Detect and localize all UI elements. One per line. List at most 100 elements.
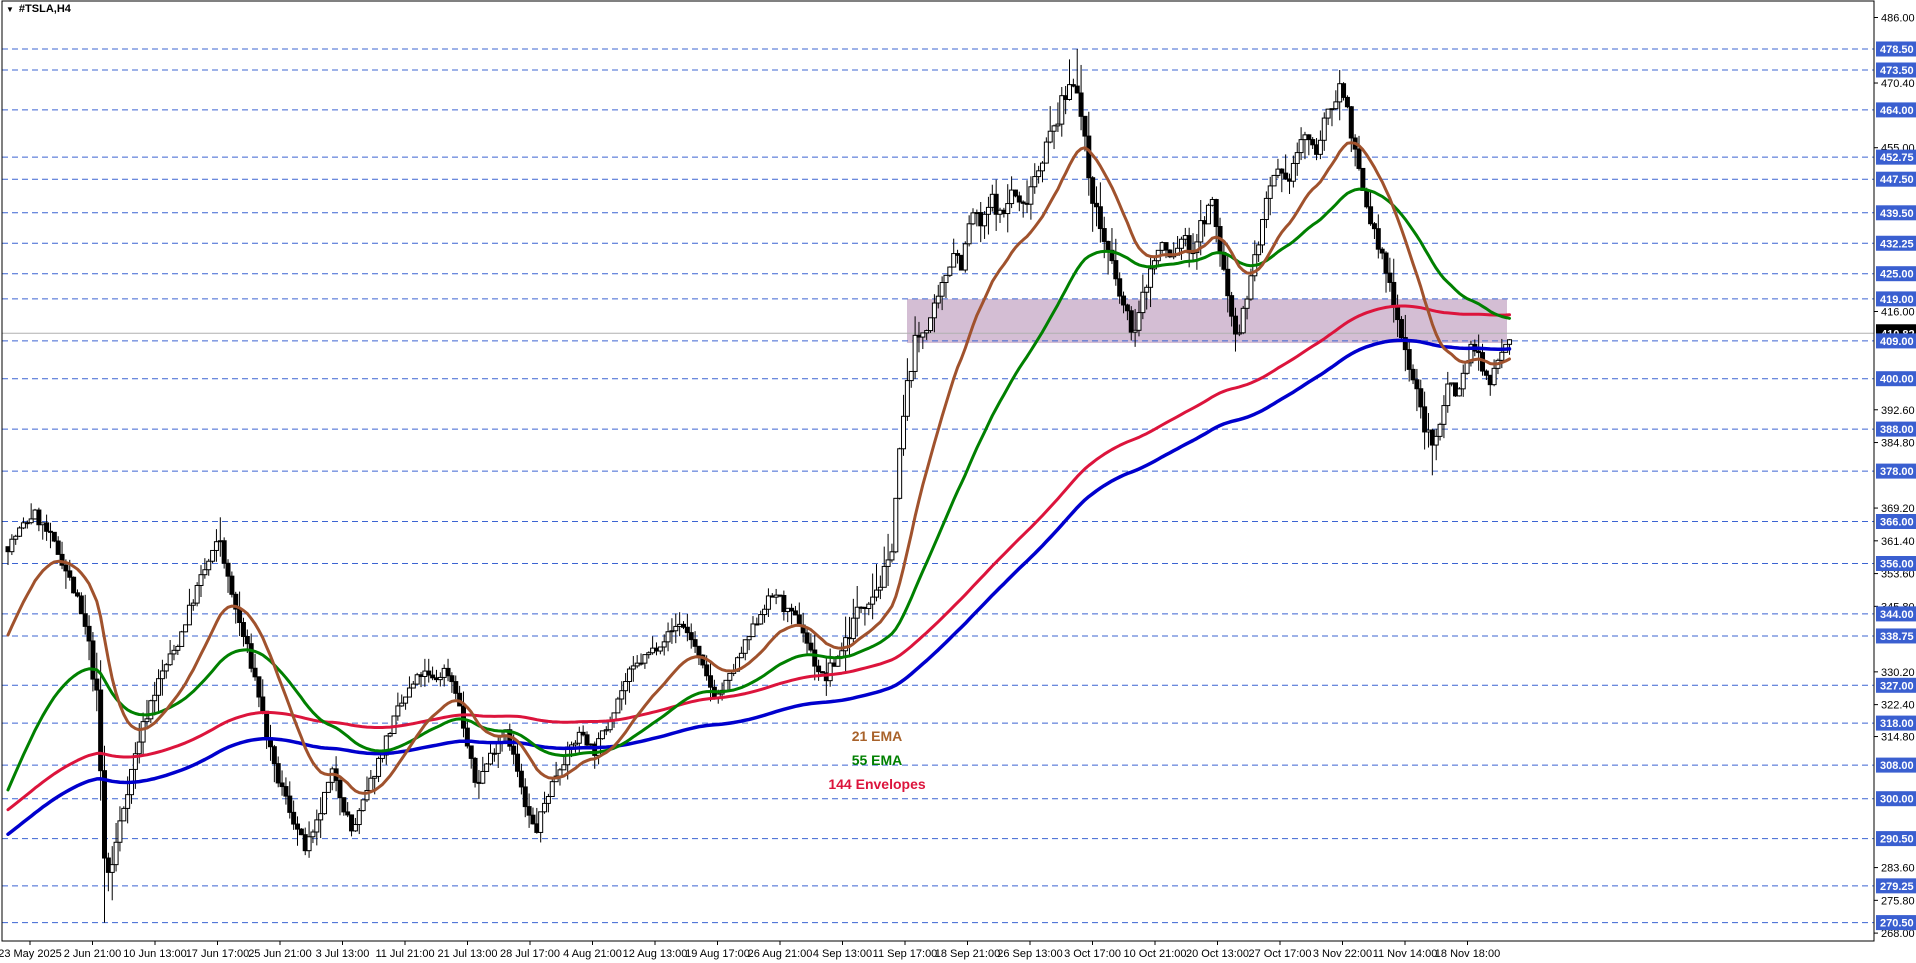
ema21-line xyxy=(6,141,1511,795)
time-tick-label: 10 Jun 13:00 xyxy=(123,948,187,960)
level-price-badge: 327.00 xyxy=(1876,677,1916,693)
svg-text:447.50: 447.50 xyxy=(1880,174,1914,186)
time-tick-label: 17 Jun 17:00 xyxy=(186,948,250,960)
time-tick-label: 4 Aug 21:00 xyxy=(563,948,622,960)
price-tick-label: 322.40 xyxy=(1881,700,1915,712)
time-tick-label: 27 Oct 17:00 xyxy=(1249,948,1312,960)
level-lines xyxy=(2,48,1874,924)
time-tick-label: 26 Aug 21:00 xyxy=(748,948,813,960)
level-price-badge: 290.50 xyxy=(1876,831,1916,847)
svg-text:419.00: 419.00 xyxy=(1880,294,1914,306)
level-price-badge: 356.00 xyxy=(1876,556,1916,571)
price-tick-label: 283.60 xyxy=(1881,863,1915,875)
svg-text:366.00: 366.00 xyxy=(1880,517,1914,529)
svg-text:338.75: 338.75 xyxy=(1880,631,1914,643)
level-price-badge: 439.50 xyxy=(1876,205,1916,221)
level-price-badge: 388.00 xyxy=(1876,421,1916,437)
time-tick-label: 25 Jun 21:00 xyxy=(248,948,312,960)
dropdown-arrow-icon: ▼ xyxy=(6,4,14,14)
svg-text:279.25: 279.25 xyxy=(1880,881,1914,893)
time-tick-label: 3 Jul 13:00 xyxy=(316,948,370,960)
svg-text:356.00: 356.00 xyxy=(1880,559,1914,571)
svg-text:473.50: 473.50 xyxy=(1880,65,1914,77)
level-price-badge: 400.00 xyxy=(1876,371,1916,387)
price-tick-label: 369.20 xyxy=(1881,503,1915,515)
time-tick-label: 11 Sep 17:00 xyxy=(873,948,938,960)
svg-text:400.00: 400.00 xyxy=(1880,374,1914,386)
time-tick-label: 3 Nov 22:00 xyxy=(1313,948,1372,960)
chart-frame xyxy=(1,0,1875,942)
time-tick-label: 23 May 2025 xyxy=(0,948,62,960)
svg-text:452.75: 452.75 xyxy=(1880,152,1914,164)
symbol-timeframe-label: #TSLA,H4 xyxy=(18,3,71,15)
level-price-badge: 464.00 xyxy=(1876,102,1916,118)
price-tick-label: 486.00 xyxy=(1881,13,1915,25)
time-tick-label: 18 Nov 18:00 xyxy=(1435,948,1500,960)
level-price-badge: 432.25 xyxy=(1876,235,1916,251)
svg-text:318.00: 318.00 xyxy=(1880,718,1914,730)
level-price-badge: 473.50 xyxy=(1876,62,1916,78)
envelope-lower-line xyxy=(6,338,1512,836)
level-price-badge: 338.75 xyxy=(1876,628,1916,644)
level-price-badge: 478.50 xyxy=(1876,41,1916,57)
level-price-badge: 419.00 xyxy=(1876,291,1916,307)
svg-text:270.50: 270.50 xyxy=(1880,918,1914,930)
price-tick-label: 275.80 xyxy=(1881,895,1915,907)
svg-text:300.00: 300.00 xyxy=(1880,794,1914,806)
price-tick-label: 268.00 xyxy=(1881,928,1915,940)
svg-text:290.50: 290.50 xyxy=(1880,834,1914,846)
price-tick-label: 361.40 xyxy=(1881,536,1915,548)
level-price-badge: 378.00 xyxy=(1876,463,1916,479)
level-price-badge: 452.75 xyxy=(1876,149,1916,165)
svg-text:327.00: 327.00 xyxy=(1880,680,1914,692)
svg-text:344.00: 344.00 xyxy=(1880,609,1914,621)
time-tick-label: 11 Nov 14:00 xyxy=(1373,948,1438,960)
candlesticks xyxy=(5,49,1513,923)
level-price-badge: 300.00 xyxy=(1876,791,1916,807)
price-tick-label: 314.80 xyxy=(1881,732,1915,744)
level-price-badge: 409.00 xyxy=(1876,333,1916,349)
svg-text:432.25: 432.25 xyxy=(1880,238,1914,250)
envelope-upper-line xyxy=(6,304,1511,812)
svg-text:478.50: 478.50 xyxy=(1880,44,1914,56)
legend-envelopes: 144 Envelopes xyxy=(828,776,926,792)
svg-text:425.00: 425.00 xyxy=(1880,269,1914,281)
svg-text:308.00: 308.00 xyxy=(1880,760,1914,772)
time-tick-label: 3 Oct 17:00 xyxy=(1064,948,1121,960)
level-price-badge: 344.00 xyxy=(1876,606,1916,622)
level-price-badge: 270.50 xyxy=(1876,915,1916,931)
symbol-selector[interactable]: ▼ #TSLA,H4 xyxy=(6,3,71,15)
svg-text:409.00: 409.00 xyxy=(1880,336,1914,348)
time-tick-label: 10 Oct 21:00 xyxy=(1124,948,1187,960)
ema55-line xyxy=(6,187,1511,792)
time-tick-label: 2 Jun 21:00 xyxy=(64,948,122,960)
level-price-badge: 308.00 xyxy=(1876,757,1916,773)
svg-text:439.50: 439.50 xyxy=(1880,208,1914,220)
legend-ema55: 55 EMA xyxy=(851,752,903,768)
price-tick-label: 330.20 xyxy=(1881,667,1915,679)
level-price-badge: 318.00 xyxy=(1876,715,1916,731)
time-tick-label: 20 Oct 13:00 xyxy=(1186,948,1249,960)
price-tick-label: 470.40 xyxy=(1881,78,1915,90)
level-price-badge: 366.00 xyxy=(1876,514,1916,529)
time-tick-label: 26 Sep 13:00 xyxy=(997,948,1062,960)
price-tick-label: 392.60 xyxy=(1881,405,1915,417)
price-tick-label: 384.80 xyxy=(1881,438,1915,450)
svg-text:388.00: 388.00 xyxy=(1880,424,1914,436)
time-tick-label: 4 Sep 13:00 xyxy=(813,948,872,960)
price-tick-label: 416.00 xyxy=(1881,307,1915,319)
level-price-badge: 279.25 xyxy=(1876,878,1916,894)
level-price-badge: 447.50 xyxy=(1876,171,1916,187)
level-price-badge: 425.00 xyxy=(1876,266,1916,282)
price-axis: 486.00470.40455.00416.00392.60384.80369.… xyxy=(1874,13,1916,940)
price-tick-label: 353.60 xyxy=(1881,569,1915,581)
time-tick-label: 28 Jul 17:00 xyxy=(500,948,560,960)
time-tick-label: 21 Jul 13:00 xyxy=(438,948,498,960)
time-tick-label: 19 Aug 17:00 xyxy=(685,948,750,960)
svg-text:378.00: 378.00 xyxy=(1880,466,1914,478)
time-tick-label: 11 Jul 21:00 xyxy=(375,948,434,960)
time-tick-label: 12 Aug 13:00 xyxy=(623,948,688,960)
